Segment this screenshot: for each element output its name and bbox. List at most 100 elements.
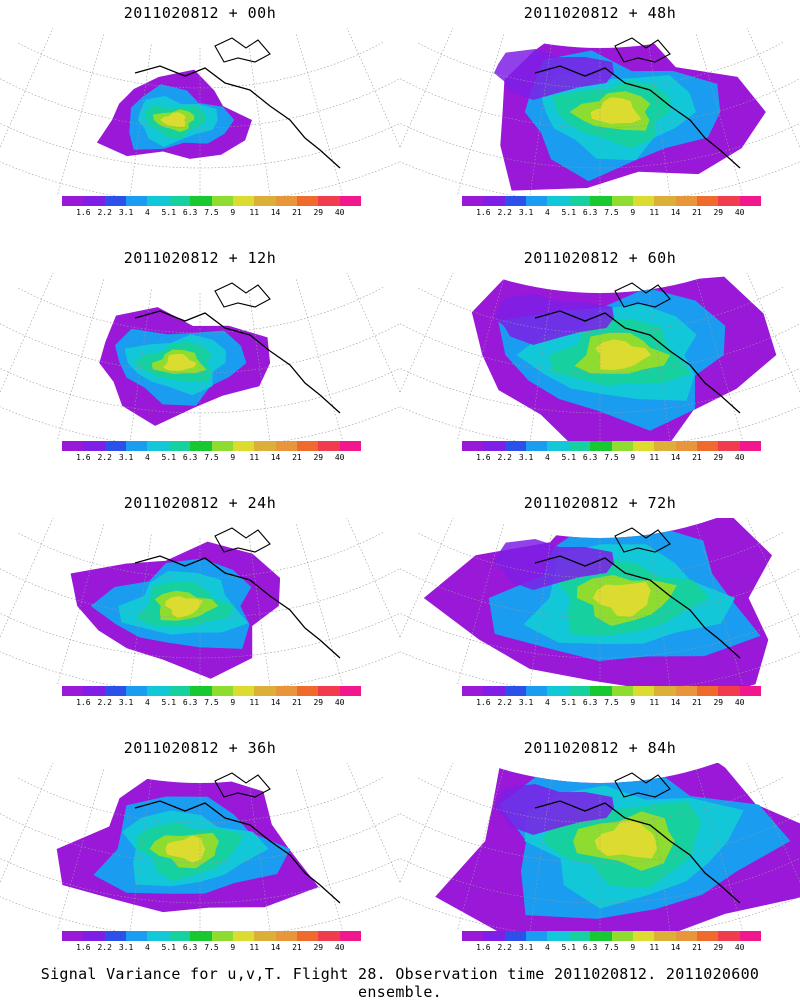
latitude-line (416, 287, 784, 334)
contour-region (494, 784, 614, 835)
contour-region (494, 294, 614, 345)
colorbar: 1.6 2.2 3.1 4 5.1 6.3 7.5 9 11 14 21 29 40 (62, 441, 362, 467)
colorbar-label: 9 (230, 943, 236, 952)
longitude-line (248, 779, 273, 931)
colorbar-label: 9 (230, 208, 236, 217)
latitude-line (400, 77, 800, 129)
colorbar-swatch (104, 686, 127, 696)
longitude-line (127, 779, 152, 931)
longitude-line (296, 524, 344, 686)
colorbar-label: 1.6 (476, 698, 491, 707)
graticule (400, 28, 800, 196)
longitude-line (0, 28, 58, 174)
colorbar-swatch (590, 441, 612, 451)
panel-title: 2011020812 + 36h (123, 739, 277, 757)
colorbar: 1.6 2.2 3.1 4 5.1 6.3 7.5 9 11 14 21 29 40 (462, 441, 762, 467)
colorbar-label: 21 (292, 208, 302, 217)
colorbar-label: 2.2 (97, 698, 112, 707)
colorbar-swatch (654, 931, 676, 941)
colorbar-label: 14 (670, 453, 681, 462)
colorbar-label: 3.1 (518, 943, 534, 952)
colorbar-label: 21 (692, 943, 702, 952)
colorbar-swatch (104, 931, 127, 941)
colorbar-label: 11 (249, 943, 260, 952)
colorbar-swatch (611, 686, 633, 696)
colorbar-swatch (547, 931, 569, 941)
forecast-map (0, 273, 400, 441)
colorbar-swatch (739, 196, 762, 206)
contour-region (165, 835, 206, 863)
colorbar-swatch (318, 931, 340, 941)
colorbar-swatch (526, 196, 548, 206)
colorbar-swatch (254, 686, 276, 696)
colorbar-swatch (483, 931, 505, 941)
colorbar-swatch (168, 686, 191, 696)
graticule (0, 518, 400, 686)
colorbar-label: 7.5 (204, 208, 219, 217)
colorbar-label: 7.5 (604, 698, 619, 707)
colorbar-swatch (339, 931, 362, 941)
colorbar-swatch (147, 441, 169, 451)
colorbar-swatch (718, 931, 740, 941)
coastline (134, 800, 341, 904)
contour-region (165, 596, 203, 619)
colorbar-swatch (190, 196, 212, 206)
coastline (134, 310, 341, 414)
latitude-line (0, 322, 400, 374)
contour-region (494, 539, 614, 590)
latitude-line (0, 143, 400, 196)
contour-region (590, 97, 642, 124)
longitude-line (648, 534, 673, 686)
colorbar-swatch (696, 196, 719, 206)
colorbar-label: 4 (145, 943, 150, 952)
coastline (534, 555, 741, 659)
colorbar-swatch (211, 931, 233, 941)
longitude-line (742, 273, 800, 419)
forecast-map (400, 763, 800, 931)
colorbar-swatch (462, 196, 484, 206)
forecast-map (0, 763, 400, 931)
colorbar-swatch (462, 441, 484, 451)
colorbar-label: 6.3 (182, 943, 198, 952)
longitude-line (400, 763, 458, 909)
colorbar-label: 2.2 (497, 698, 512, 707)
colorbar-label: 21 (692, 208, 702, 217)
colorbar-swatch (339, 441, 362, 451)
colorbar-swatch (339, 196, 362, 206)
colorbar-label: 14 (270, 453, 281, 462)
colorbar-swatch (526, 686, 548, 696)
colorbar-swatch (590, 686, 612, 696)
colorbar-swatch (147, 931, 169, 941)
coastline (214, 37, 271, 63)
contour-region (594, 819, 657, 859)
colorbar-swatch (504, 441, 527, 451)
colorbar-label: 3.1 (118, 453, 134, 462)
colorbar-label: 5.1 (161, 208, 177, 217)
colorbar-label: 9 (230, 698, 236, 707)
coastline (534, 800, 741, 904)
variance-field (471, 273, 777, 441)
longitude-line (527, 44, 552, 196)
colorbar-swatch (739, 441, 762, 451)
colorbar-label: 21 (292, 453, 302, 462)
colorbar-swatch (611, 441, 633, 451)
colorbar-swatch (296, 441, 319, 451)
colorbar-label: 6.3 (182, 698, 198, 707)
colorbar-swatch (654, 196, 676, 206)
colorbar: 1.6 2.2 3.1 4 5.1 6.3 7.5 9 11 14 21 29 40 (62, 931, 362, 957)
colorbar: 1.6 2.2 3.1 4 5.1 6.3 7.5 9 11 14 21 29 40 (462, 196, 762, 222)
forecast-map (400, 273, 800, 441)
latitude-line (0, 567, 400, 619)
colorbar-swatch (275, 931, 297, 941)
latitude-line (400, 878, 800, 931)
colorbar-swatch (675, 931, 697, 941)
coastline (134, 65, 341, 169)
colorbar-label: 14 (670, 943, 681, 952)
colorbar-swatch (254, 441, 276, 451)
colorbar-swatch (483, 441, 505, 451)
colorbar-label: 5.1 (161, 943, 177, 952)
colorbar-label: 6.3 (182, 208, 198, 217)
longitude-line (0, 518, 58, 664)
colorbar-swatch (568, 441, 591, 451)
colorbar-label: 3.1 (518, 698, 534, 707)
